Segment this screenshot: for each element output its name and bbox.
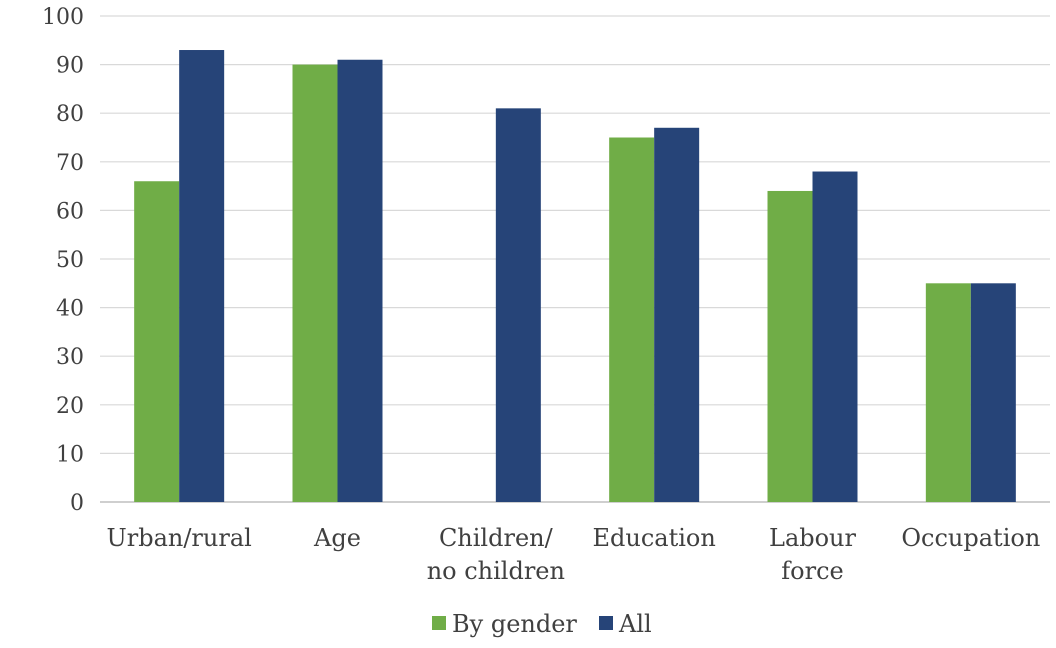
x-category-label: Labour bbox=[769, 524, 857, 552]
y-tick-label: 0 bbox=[70, 491, 84, 516]
legend-swatch bbox=[432, 616, 446, 630]
x-category-label: Occupation bbox=[901, 524, 1040, 552]
bar-by-gender bbox=[767, 190, 813, 502]
y-tick-label: 50 bbox=[56, 248, 84, 273]
bar-all bbox=[179, 50, 225, 503]
bar-by-gender bbox=[925, 283, 971, 502]
y-tick-label: 10 bbox=[56, 442, 84, 467]
x-category-label: force bbox=[781, 557, 843, 585]
bar-by-gender bbox=[292, 64, 338, 502]
bar-by-gender bbox=[134, 181, 180, 503]
legend-swatch bbox=[599, 616, 613, 630]
bar-all bbox=[654, 127, 700, 502]
x-axis-labels: Urban/rural Age Children/no children Educat… bbox=[107, 524, 1041, 585]
y-tick-label: 40 bbox=[56, 297, 84, 322]
gridlines bbox=[100, 15, 1050, 503]
y-tick-label: 60 bbox=[56, 199, 84, 224]
x-category-label: Urban/rural bbox=[107, 524, 252, 552]
bar-all bbox=[337, 59, 383, 503]
bar-by-gender bbox=[609, 137, 655, 502]
legend-label: By gender bbox=[452, 610, 577, 638]
x-category-label: Education bbox=[593, 524, 716, 552]
legend: By gender All bbox=[432, 610, 652, 638]
x-category-label: Age bbox=[313, 524, 361, 552]
bar-all bbox=[970, 283, 1016, 502]
y-tick-label: 30 bbox=[56, 345, 84, 370]
bars bbox=[134, 50, 1016, 503]
bar-all bbox=[812, 171, 858, 502]
bar-all bbox=[495, 108, 541, 502]
y-tick-label: 20 bbox=[56, 394, 84, 419]
y-tick-label: 90 bbox=[56, 54, 84, 79]
y-axis-ticks: 0 10 20 30 40 50 60 70 80 90 100 bbox=[42, 5, 84, 516]
y-tick-label: 80 bbox=[56, 102, 84, 127]
y-tick-label: 70 bbox=[56, 151, 84, 176]
y-tick-label: 100 bbox=[42, 5, 84, 30]
x-category-label: Children/ bbox=[439, 524, 554, 552]
x-category-label: no children bbox=[427, 557, 565, 585]
legend-label: All bbox=[618, 610, 652, 638]
